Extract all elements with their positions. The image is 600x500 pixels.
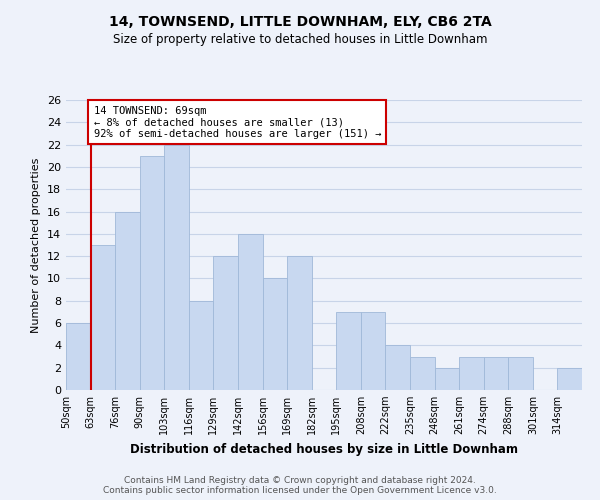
- Bar: [410, 356, 434, 390]
- Bar: [287, 256, 312, 390]
- Text: Distribution of detached houses by size in Little Downham: Distribution of detached houses by size …: [130, 442, 518, 456]
- Bar: [238, 234, 263, 390]
- Text: 14 TOWNSEND: 69sqm
← 8% of detached houses are smaller (13)
92% of semi-detached: 14 TOWNSEND: 69sqm ← 8% of detached hous…: [94, 106, 381, 139]
- Bar: [459, 356, 484, 390]
- Bar: [214, 256, 238, 390]
- Bar: [484, 356, 508, 390]
- Bar: [508, 356, 533, 390]
- Bar: [434, 368, 459, 390]
- Bar: [263, 278, 287, 390]
- Bar: [557, 368, 582, 390]
- Text: Size of property relative to detached houses in Little Downham: Size of property relative to detached ho…: [113, 32, 487, 46]
- Bar: [164, 144, 189, 390]
- Text: Contains HM Land Registry data © Crown copyright and database right 2024.
Contai: Contains HM Land Registry data © Crown c…: [103, 476, 497, 495]
- Text: 14, TOWNSEND, LITTLE DOWNHAM, ELY, CB6 2TA: 14, TOWNSEND, LITTLE DOWNHAM, ELY, CB6 2…: [109, 15, 491, 29]
- Bar: [189, 301, 214, 390]
- Bar: [66, 323, 91, 390]
- Bar: [140, 156, 164, 390]
- Bar: [385, 346, 410, 390]
- Bar: [361, 312, 385, 390]
- Bar: [336, 312, 361, 390]
- Bar: [115, 212, 140, 390]
- Y-axis label: Number of detached properties: Number of detached properties: [31, 158, 41, 332]
- Bar: [91, 245, 115, 390]
